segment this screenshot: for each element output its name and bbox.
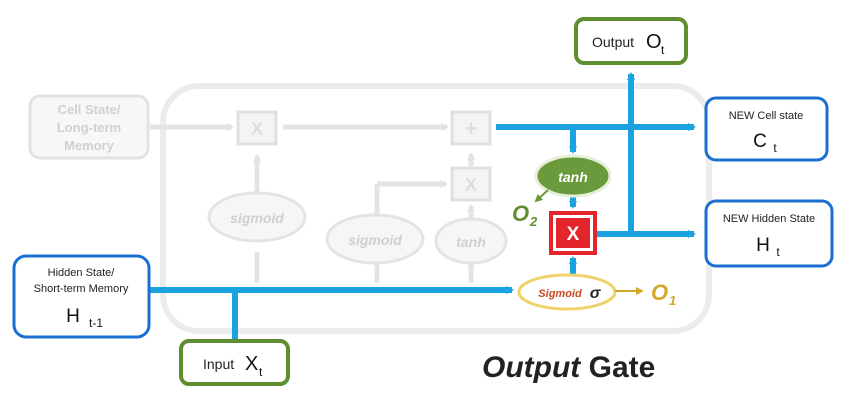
svg-text:t: t (776, 245, 780, 259)
new-cell-state-box: NEW Cell state C t (704, 96, 829, 162)
svg-text:tanh: tanh (456, 234, 486, 250)
caption-rest: Gate (580, 351, 655, 384)
faded-multiply-2: X (450, 166, 492, 202)
gate-caption: Output Gate (482, 351, 655, 384)
faded-multiply-1: X (236, 110, 278, 146)
svg-text:O: O (646, 31, 662, 53)
svg-text:X: X (567, 224, 580, 245)
svg-text:NEW Hidden State: NEW Hidden State (723, 213, 815, 225)
svg-text:sigmoid: sigmoid (348, 232, 402, 248)
svg-text:sigmoid: sigmoid (230, 210, 284, 226)
faded-add: + (450, 110, 492, 146)
svg-text:Output Gate: Output Gate (482, 351, 655, 384)
svg-text:NEW Cell state: NEW Cell state (729, 110, 804, 122)
svg-text:Hidden State/: Hidden State/ (48, 267, 116, 279)
o1-label: O 1 (651, 280, 676, 308)
faded-sigmoid-input: sigmoid (325, 213, 425, 265)
o2-label: O 2 (512, 201, 538, 229)
hidden-state-input-box: Hidden State/ Short-term Memory H t-1 (12, 254, 151, 339)
svg-text:tanh: tanh (558, 169, 588, 185)
o2-arrow (534, 189, 549, 203)
svg-text:t: t (661, 43, 665, 57)
svg-text:σ: σ (590, 285, 602, 302)
input-xt-box: Input X t (179, 339, 290, 386)
faded-connections (150, 123, 475, 283)
svg-text:Output: Output (592, 34, 634, 50)
svg-text:t: t (259, 365, 263, 379)
svg-text:X: X (245, 353, 258, 375)
svg-text:+: + (465, 116, 478, 141)
svg-text:X: X (251, 119, 263, 139)
svg-text:H: H (66, 306, 80, 327)
svg-text:t-1: t-1 (89, 316, 103, 330)
tanh-node: tanh (534, 154, 612, 198)
svg-text:t: t (773, 141, 777, 155)
faded-sigmoid-forget: sigmoid (207, 191, 307, 243)
caption-italic: Output (482, 351, 582, 384)
svg-text:C: C (753, 131, 767, 152)
svg-text:Memory: Memory (64, 138, 115, 153)
svg-text:O: O (512, 201, 529, 226)
output-ot-box: Output O t (574, 17, 688, 65)
active-connections (150, 72, 696, 345)
new-hidden-state-box: NEW Hidden State H t (704, 199, 834, 268)
svg-text:2: 2 (529, 214, 538, 229)
faded-tanh: tanh (434, 217, 508, 265)
cell-state-input-box: Cell State/ Long-term Memory (28, 94, 150, 160)
output-multiply-node: X (549, 211, 597, 255)
svg-text:O: O (651, 280, 668, 305)
svg-text:H: H (756, 235, 770, 256)
sigmoid-node: Sigmoid σ (517, 273, 617, 311)
svg-text:Long-term: Long-term (57, 120, 121, 135)
svg-text:Input: Input (203, 356, 234, 372)
svg-text:Short-term Memory: Short-term Memory (34, 283, 129, 295)
svg-text:Sigmoid: Sigmoid (538, 288, 582, 300)
svg-text:1: 1 (669, 293, 676, 308)
svg-text:X: X (465, 175, 477, 195)
svg-text:Cell State/: Cell State/ (58, 102, 121, 117)
